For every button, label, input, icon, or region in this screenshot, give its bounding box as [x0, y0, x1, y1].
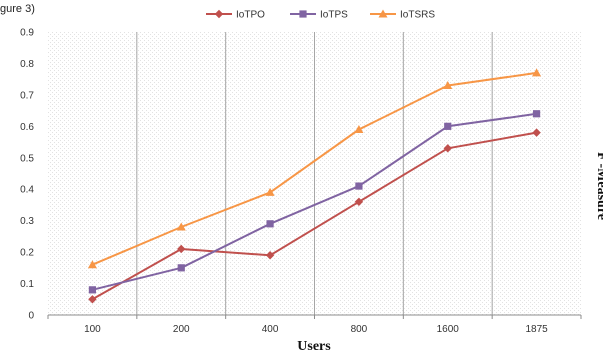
legend-label: IoTPS — [320, 10, 348, 21]
series-line — [91, 131, 537, 301]
data-point-marker — [266, 220, 274, 228]
data-point-marker — [443, 144, 452, 153]
x-tick-label: 400 — [262, 324, 279, 335]
legend-label: IoTPO — [236, 10, 265, 21]
data-point-marker — [443, 80, 453, 89]
series-line — [92, 71, 537, 266]
data-point-marker — [355, 182, 363, 190]
data-point-marker — [177, 244, 186, 254]
y-tick-label: 0.2 — [20, 248, 34, 259]
legend-item-iotsrs: IoTSRS — [370, 9, 435, 21]
data-point-marker — [299, 10, 307, 18]
data-point-marker — [214, 9, 224, 19]
data-point-marker — [177, 264, 185, 272]
x-tick-label: 800 — [351, 324, 368, 335]
data-point-marker — [88, 295, 97, 304]
x-tick-label: 200 — [173, 324, 190, 335]
data-point-marker — [532, 128, 541, 137]
series-iotps — [88, 110, 541, 294]
y-tick-label: 0 — [28, 311, 34, 322]
y-axis-title: F -Measure — [594, 152, 603, 220]
series-iotsrs — [87, 68, 542, 269]
x-tick-label: 100 — [84, 324, 101, 335]
axes: 100 200 400 800 1600 1875 0 0.1 0.2 0.3 0.4 0.5 0.6 0… — [20, 28, 582, 335]
legend-item-iotps: IoTPS — [290, 10, 348, 21]
data-point-marker — [532, 110, 541, 118]
legend: IoTPO IoTPS IoTSRS — [206, 9, 435, 21]
series-group — [87, 68, 542, 304]
data-point-marker — [378, 9, 388, 18]
y-tick-label: 0.4 — [20, 185, 34, 196]
x-tick-label: 1600 — [437, 324, 460, 335]
cropped-caption-text: gure 3) — [0, 3, 35, 15]
y-tick-label: 0.1 — [20, 279, 34, 290]
data-point-marker — [265, 251, 275, 260]
data-point-marker — [87, 260, 97, 269]
y-tick-label: 0.9 — [20, 28, 34, 39]
data-point-marker — [354, 124, 364, 133]
data-point-marker — [88, 286, 97, 294]
y-tick-label: 0.6 — [20, 122, 34, 133]
data-point-marker — [265, 187, 275, 196]
data-point-marker — [444, 122, 452, 130]
y-tick-label: 0.8 — [20, 59, 34, 70]
x-tick-label: 1875 — [525, 324, 548, 335]
series-iotpo — [88, 128, 541, 304]
y-tick-label: 0.7 — [20, 90, 34, 101]
x-axis-title: Users — [297, 339, 331, 353]
legend-label: IoTSRS — [400, 10, 435, 21]
series-line — [92, 112, 537, 291]
data-point-marker — [354, 197, 364, 206]
legend-item-iotpo: IoTPO — [206, 10, 265, 21]
y-tick-label: 0.3 — [20, 216, 34, 227]
y-tick-label: 0.5 — [20, 153, 34, 164]
data-point-marker — [176, 222, 186, 231]
data-point-marker — [532, 68, 542, 77]
gridlines — [136, 32, 493, 315]
